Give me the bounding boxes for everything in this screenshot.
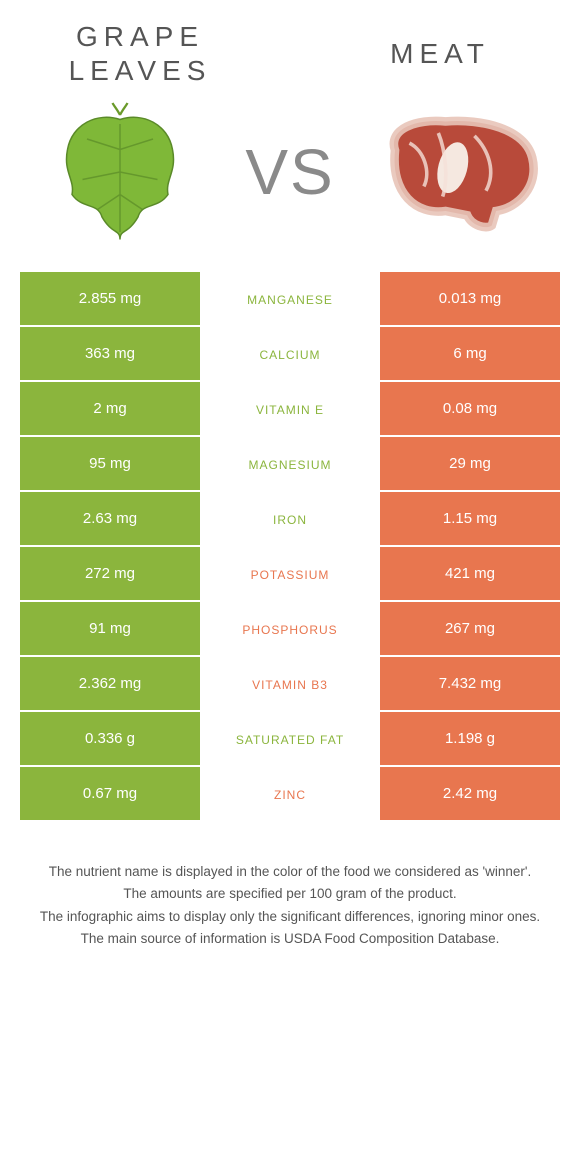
- table-row: 2 mgVitamin E0.08 mg: [20, 382, 560, 437]
- table-row: 0.336 gSaturated Fat1.198 g: [20, 712, 560, 767]
- left-value: 95 mg: [20, 437, 200, 492]
- footer-line: The infographic aims to display only the…: [30, 907, 550, 927]
- vs-label: VS: [245, 135, 334, 209]
- left-value: 272 mg: [20, 547, 200, 602]
- footer-line: The amounts are specified per 100 gram o…: [30, 884, 550, 904]
- footer-line: The main source of information is USDA F…: [30, 929, 550, 949]
- table-row: 91 mgPhosphorus267 mg: [20, 602, 560, 657]
- right-value: 421 mg: [380, 547, 560, 602]
- left-value: 0.336 g: [20, 712, 200, 767]
- left-food-title: Grape Leaves: [40, 20, 240, 87]
- nutrient-name: Manganese: [200, 272, 380, 327]
- left-value: 91 mg: [20, 602, 200, 657]
- table-row: 0.67 mgZinc2.42 mg: [20, 767, 560, 822]
- vs-row: VS: [0, 97, 580, 272]
- table-row: 2.63 mgIron1.15 mg: [20, 492, 560, 547]
- left-value: 2.63 mg: [20, 492, 200, 547]
- left-value: 2.362 mg: [20, 657, 200, 712]
- right-value: 1.198 g: [380, 712, 560, 767]
- nutrient-name: Phosphorus: [200, 602, 380, 657]
- nutrient-name: Zinc: [200, 767, 380, 822]
- header-titles: Grape Leaves Meat: [0, 0, 580, 97]
- grape-leaf-icon: [30, 97, 210, 247]
- right-value: 2.42 mg: [380, 767, 560, 822]
- table-row: 272 mgPotassium421 mg: [20, 547, 560, 602]
- right-value: 29 mg: [380, 437, 560, 492]
- table-row: 2.855 mgManganese0.013 mg: [20, 272, 560, 327]
- nutrient-name: Vitamin E: [200, 382, 380, 437]
- footer-line: The nutrient name is displayed in the co…: [30, 862, 550, 882]
- left-title-line1: Grape: [76, 21, 204, 52]
- nutrient-name: Saturated Fat: [200, 712, 380, 767]
- left-title-line2: Leaves: [69, 55, 212, 86]
- nutrient-name: Vitamin B3: [200, 657, 380, 712]
- left-value: 0.67 mg: [20, 767, 200, 822]
- right-value: 0.08 mg: [380, 382, 560, 437]
- left-value: 2.855 mg: [20, 272, 200, 327]
- table-row: 95 mgMagnesium29 mg: [20, 437, 560, 492]
- right-value: 267 mg: [380, 602, 560, 657]
- right-value: 1.15 mg: [380, 492, 560, 547]
- nutrient-table: 2.855 mgManganese0.013 mg363 mgCalcium6 …: [20, 272, 560, 822]
- nutrient-name: Potassium: [200, 547, 380, 602]
- right-value: 6 mg: [380, 327, 560, 382]
- left-value: 363 mg: [20, 327, 200, 382]
- table-row: 2.362 mgVitamin B37.432 mg: [20, 657, 560, 712]
- left-value: 2 mg: [20, 382, 200, 437]
- table-row: 363 mgCalcium6 mg: [20, 327, 560, 382]
- nutrient-name: Iron: [200, 492, 380, 547]
- meat-icon: [370, 97, 550, 247]
- footer-notes: The nutrient name is displayed in the co…: [0, 822, 580, 949]
- nutrient-name: Calcium: [200, 327, 380, 382]
- right-value: 7.432 mg: [380, 657, 560, 712]
- nutrient-name: Magnesium: [200, 437, 380, 492]
- right-food-title: Meat: [340, 37, 540, 71]
- right-value: 0.013 mg: [380, 272, 560, 327]
